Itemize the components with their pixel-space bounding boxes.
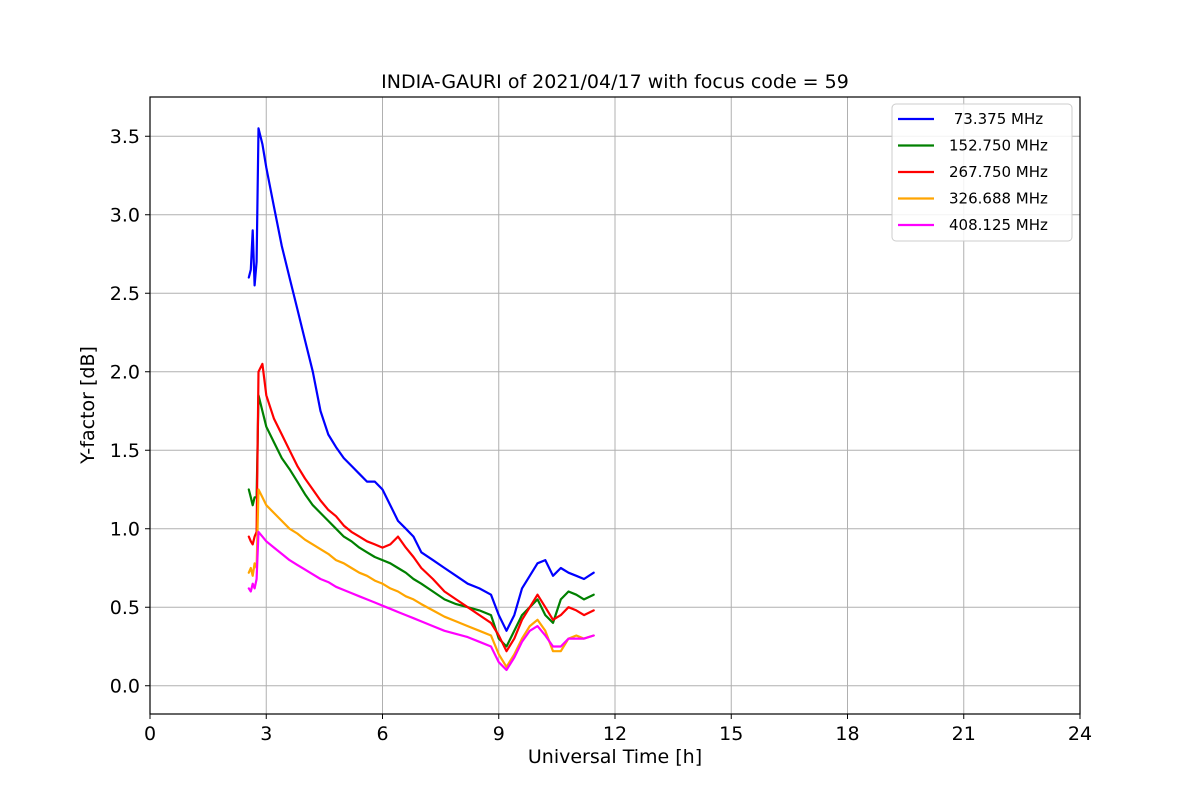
legend-box xyxy=(891,103,1073,242)
y-tick-label: 3.0 xyxy=(110,205,140,227)
y-tick-label: 2.0 xyxy=(110,362,140,384)
y-tick-label: 1.0 xyxy=(110,519,140,541)
x-tick-label: 3 xyxy=(260,723,272,745)
x-tick-label: 0 xyxy=(144,723,156,745)
legend-label: 73.375 MHz xyxy=(949,110,1043,128)
series-line-4 xyxy=(247,488,595,669)
y-tick-label: 2.5 xyxy=(110,283,140,305)
x-axis-label: Universal Time [h] xyxy=(528,746,702,768)
x-tick-label: 21 xyxy=(952,723,976,745)
y-tick-label: 0.5 xyxy=(110,597,140,619)
x-tick-label: 12 xyxy=(603,723,627,745)
y-tick-label: 0.0 xyxy=(110,676,140,698)
legend-label: 267.750 MHz xyxy=(949,163,1048,181)
series-line-3 xyxy=(247,362,595,653)
y-tick-label: 1.5 xyxy=(110,440,140,462)
y-axis-label: Y-factor [dB] xyxy=(77,346,99,465)
y-tick-label: 3.5 xyxy=(110,126,140,148)
series-line-5 xyxy=(247,530,595,672)
x-tick-label: 6 xyxy=(376,723,388,745)
x-tick-label: 9 xyxy=(493,723,505,745)
series-line-1 xyxy=(247,127,595,632)
x-tick-label: 18 xyxy=(835,723,859,745)
axis-ticks: 0 3 6 9 12 15 18 21 24 0.0 0.5 1.0 1.5 2.0 2.5 3.0 3.5 xyxy=(110,126,1092,745)
chart-title: INDIA-GAURI of 2021/04/17 with focus cod… xyxy=(381,71,849,93)
x-tick-label: 15 xyxy=(719,723,743,745)
x-tick-label: 24 xyxy=(1068,723,1092,745)
legend-label: 408.125 MHz xyxy=(949,216,1048,234)
legend: 73.375 MHz 152.750 MHz 267.750 MHz 326.688 … xyxy=(891,103,1073,242)
legend-label: 152.750 MHz xyxy=(949,137,1048,155)
plot-series xyxy=(247,127,595,672)
legend-label: 326.688 MHz xyxy=(949,190,1048,208)
